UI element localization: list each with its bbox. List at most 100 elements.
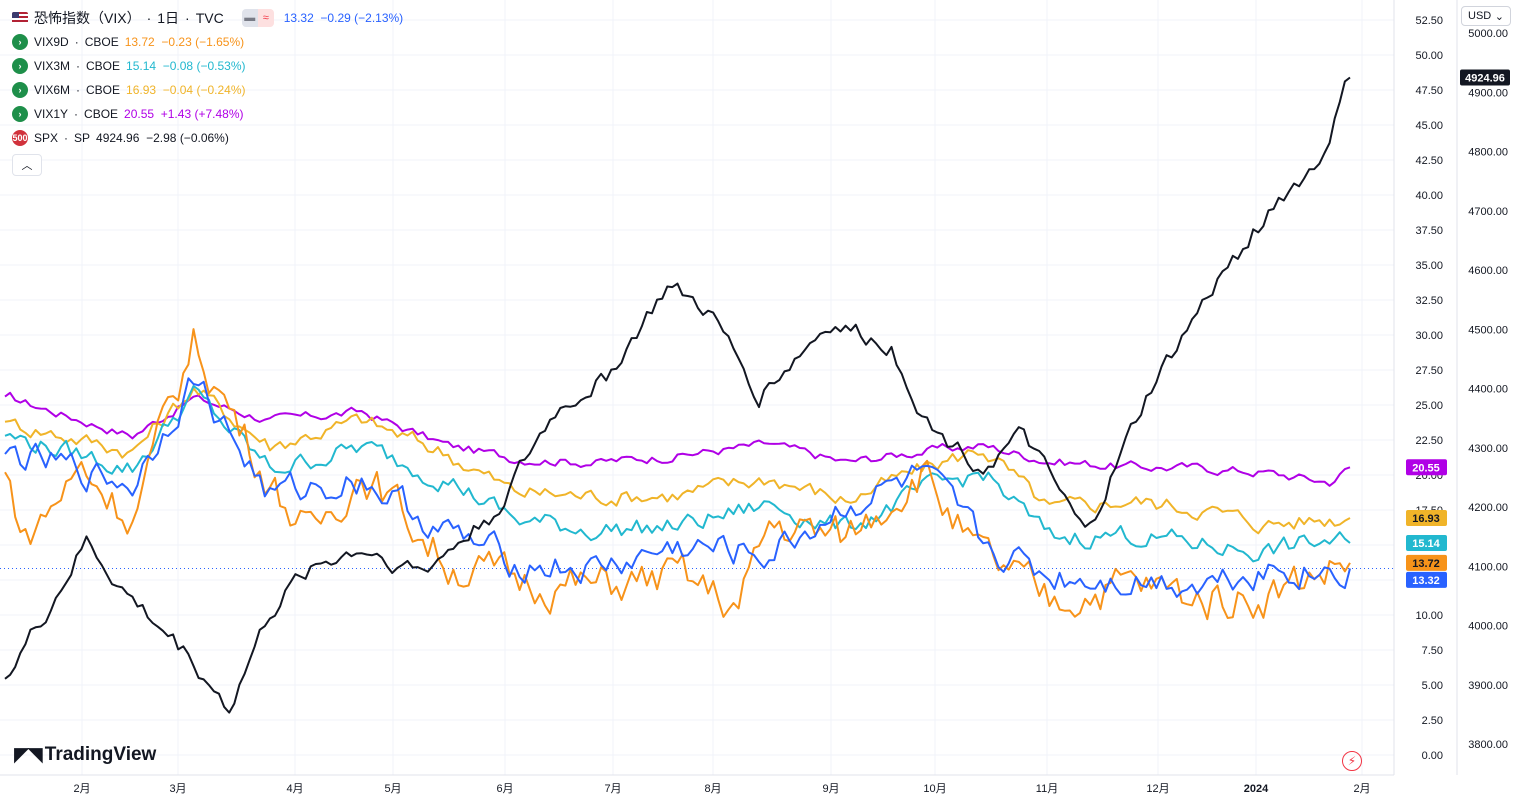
legend: 恐怖指数（VIX） · 1日 · TVC ▬ ≈ 13.32 −0.29 (−2.…	[12, 6, 403, 176]
legend-main-source: TVC	[195, 10, 224, 26]
tag-vix	[1406, 571, 1447, 588]
right-price-axis[interactable]: 5000.00 4900.00 4800.00 4700.00 4600.00 4500.…	[1468, 28, 1508, 751]
legend-symbol: VIX3M	[34, 59, 71, 73]
legend-main-name: 恐怖指数（VIX）	[34, 10, 141, 26]
legend-source: SP	[74, 131, 91, 145]
tag-vix1y	[1406, 459, 1447, 476]
y-left-tick-label: 35.00	[1415, 260, 1443, 272]
tag-value: 15.14	[1412, 538, 1440, 550]
approx-icon[interactable]: ≈	[257, 9, 274, 27]
cboe-arrow-icon: ›	[12, 106, 28, 122]
y-right-tick-label: 4300.00	[1468, 443, 1508, 455]
y-left-tick-label: 30.00	[1415, 330, 1443, 342]
y-right-tick-label: 4600.00	[1468, 265, 1508, 277]
currency-select[interactable]: USD ⌄	[1461, 6, 1511, 26]
time-axis[interactable]: 2月 3月 4月 5月 6月 7月 8月 9月 10月 11月 12月 2024 2月	[73, 783, 1370, 795]
y-left-tick-label: 52.50	[1415, 15, 1443, 27]
y-right-tick-label: 4500.00	[1468, 324, 1508, 336]
vertical-gridlines	[81, 0, 1363, 775]
y-left-tick-label: 40.00	[1415, 190, 1443, 202]
y-right-tick-label: 4000.00	[1468, 621, 1508, 633]
currency-label: USD	[1468, 10, 1492, 22]
tag-vix3m	[1406, 535, 1447, 552]
y-right-tick-label: 3900.00	[1468, 680, 1508, 692]
legend-symbol: VIX6M	[34, 83, 71, 97]
cboe-arrow-icon: ›	[12, 82, 28, 98]
y-right-tick-label: 3800.00	[1468, 739, 1508, 751]
tag-value: 16.93	[1412, 513, 1440, 525]
x-tick-label: 11月	[1036, 783, 1058, 795]
y-right-tick-label: 4100.00	[1468, 561, 1508, 573]
tag-vix6m	[1406, 509, 1447, 526]
series-line-vix6m	[4, 387, 1351, 535]
y-left-tick-label: 32.50	[1415, 295, 1443, 307]
series-line-vix1y	[4, 391, 1351, 487]
x-tick-label: 5月	[384, 783, 401, 795]
y-left-tick-label: 2.50	[1422, 715, 1443, 727]
legend-main-interval: 1日	[157, 10, 180, 26]
line-style-icon[interactable]: ▬	[241, 9, 258, 27]
y-right-tick-label: 4700.00	[1468, 206, 1508, 218]
y-left-tick-label: 22.50	[1415, 435, 1443, 447]
tradingview-logo[interactable]: ◤◥ TradingView	[14, 742, 156, 767]
y-left-tick-label: 37.50	[1415, 225, 1443, 237]
legend-source: CBOE	[84, 35, 119, 49]
legend-values: 4924.96 −2.98 (−0.06%)	[96, 131, 229, 145]
chevron-down-icon: ⌄	[1494, 10, 1504, 23]
series-line-vix9d	[4, 328, 1351, 621]
y-left-tick-label: 25.00	[1415, 400, 1443, 412]
y-left-tick-label: 50.00	[1415, 50, 1443, 62]
tag-spx	[1460, 69, 1510, 86]
tag-value: 13.32	[1412, 575, 1440, 587]
cboe-arrow-icon: ›	[12, 58, 28, 74]
last-value-tags: 20.55 16.93 15.14 13.72 13.32 4924.96	[1406, 69, 1510, 588]
series-line-vix	[4, 377, 1351, 598]
y-left-tick-label: 7.50	[1422, 645, 1443, 657]
chart-type-chip[interactable]: ▬ ≈	[241, 9, 274, 27]
tag-value: 20.55	[1412, 462, 1440, 474]
horizontal-gridlines	[0, 19, 1394, 756]
series-lines	[4, 76, 1351, 714]
x-tick-label: 3月	[169, 783, 186, 795]
series-line-spx	[4, 76, 1351, 714]
x-tick-label: 8月	[704, 783, 721, 795]
x-tick-label: 4月	[286, 783, 303, 795]
collapse-legend-button[interactable]: ︿	[12, 154, 42, 176]
tag-value: 4924.96	[1465, 72, 1505, 84]
legend-values: 20.55 +1.43 (+7.48%)	[124, 107, 244, 121]
legend-symbol: SPX	[34, 131, 59, 145]
legend-row-vix3m[interactable]: › VIX3M · CBOE 15.14 −0.08 (−0.53%)	[12, 54, 403, 78]
x-tick-label: 2月	[1353, 783, 1370, 795]
legend-symbol: VIX1Y	[34, 107, 69, 121]
y-right-tick-label: 4900.00	[1468, 87, 1508, 99]
x-tick-label: 9月	[822, 783, 839, 795]
tag-value: 13.72	[1412, 558, 1440, 570]
y-left-tick-label: 45.00	[1415, 120, 1443, 132]
legend-row-vix9d[interactable]: › VIX9D · CBOE 13.72 −0.23 (−1.65%)	[12, 30, 403, 54]
legend-row-spx[interactable]: 500 SPX · SP 4924.96 −2.98 (−0.06%)	[12, 130, 229, 146]
legend-values: 16.93 −0.04 (−0.24%)	[126, 83, 246, 97]
y-left-tick-label: 27.50	[1415, 365, 1443, 377]
y-left-tick-label: 47.50	[1415, 85, 1443, 97]
legend-main-values: 13.32 −0.29 (−2.13%)	[283, 11, 404, 25]
legend-row-vix[interactable]: 恐怖指数（VIX） · 1日 · TVC ▬ ≈ 13.32 −0.29 (−2.…	[12, 6, 403, 30]
tradingview-wordmark: TradingView	[44, 743, 157, 765]
legend-row-vix1y[interactable]: › VIX1Y · CBOE 20.55 +1.43 (+7.48%)	[12, 102, 403, 126]
legend-row-vix6m[interactable]: › VIX6M · CBOE 16.93 −0.04 (−0.24%)	[12, 78, 403, 102]
lightning-icon[interactable]: ⚡	[1342, 751, 1362, 771]
sp500-badge-icon: 500	[12, 130, 28, 146]
y-right-tick-label: 4400.00	[1468, 384, 1508, 396]
y-left-tick-label: 42.50	[1415, 155, 1443, 167]
tag-vix9d	[1406, 554, 1447, 571]
x-tick-label: 6月	[496, 783, 513, 795]
x-tick-label: 2024	[1244, 783, 1269, 795]
legend-values: 13.72 −0.23 (−1.65%)	[124, 35, 245, 49]
chevron-up-icon: ︿	[21, 160, 33, 172]
x-tick-label: 10月	[923, 783, 946, 795]
series-line-vix3m	[4, 385, 1351, 563]
y-left-tick-label: 10.00	[1415, 610, 1443, 622]
legend-source: CBOE	[86, 59, 121, 73]
y-left-tick-label: 5.00	[1422, 680, 1443, 692]
legend-source: CBOE	[84, 107, 119, 121]
